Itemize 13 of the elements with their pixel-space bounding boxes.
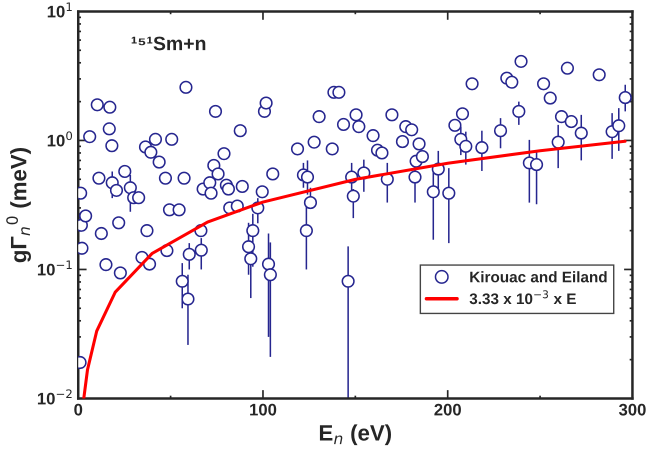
x-tick-label: 0	[74, 404, 82, 416]
y-axis-title: gΓ$_{n}$$^{0}$ (meV)	[6, 148, 31, 262]
x-axis-title: E$_{n}$ (eV)	[320, 424, 392, 446]
x-tick-label: 200	[434, 404, 461, 416]
x-tick-label: 300	[618, 404, 646, 416]
y-tick-label: 10$^{−1}$	[38, 260, 72, 276]
y-tick-label: 10$^{−2}$	[38, 389, 72, 405]
y-tick-label: 10$^{1}$	[48, 2, 72, 18]
legend-label: Kirouac and Eiland	[470, 271, 607, 282]
annotation: ¹⁵¹Sm+n	[132, 36, 206, 50]
x-tick-label: 100	[250, 404, 276, 416]
legend-label: 3.33 x 10$^{−3}$ x E	[470, 290, 576, 304]
y-tick-label: 10$^{0}$	[48, 131, 72, 147]
